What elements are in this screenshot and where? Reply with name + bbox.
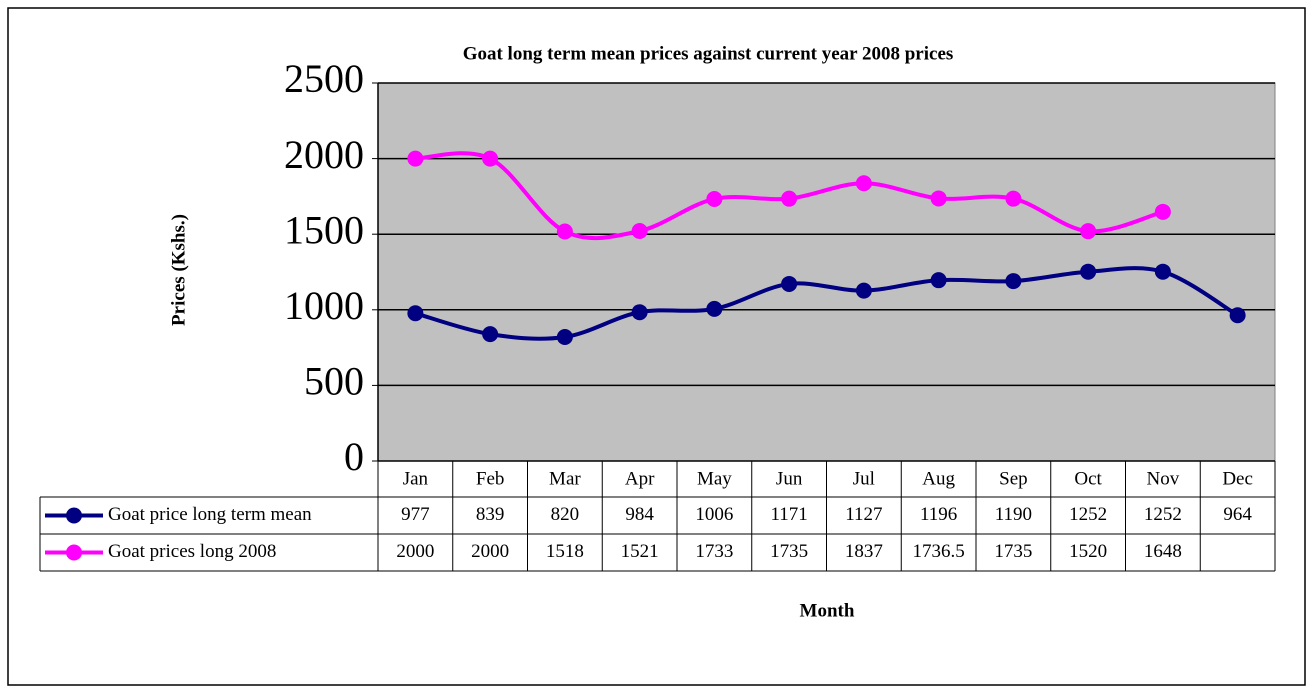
series-marker <box>706 300 723 317</box>
x-tick-label: May <box>697 468 732 489</box>
series-marker <box>1154 263 1171 280</box>
table-value: 1520 <box>1069 541 1107 562</box>
series-marker <box>781 275 798 292</box>
table-value: 1196 <box>920 504 957 525</box>
table-value: 977 <box>401 504 430 525</box>
x-tick-label: Dec <box>1222 468 1253 489</box>
series-marker <box>556 223 573 240</box>
table-value: 1127 <box>845 504 882 525</box>
plot-area <box>377 82 1276 462</box>
x-tick-label: Apr <box>625 468 655 489</box>
x-tick-label: Nov <box>1147 468 1180 489</box>
chart-title: Goat long term mean prices against curre… <box>463 43 954 64</box>
series-marker <box>1005 190 1022 207</box>
table-value: 1252 <box>1069 504 1107 525</box>
table-value: 1735 <box>770 541 808 562</box>
table-value: 1736.5 <box>913 541 965 562</box>
table-value: 1648 <box>1144 541 1182 562</box>
series-marker <box>855 282 872 299</box>
series-marker <box>631 304 648 321</box>
legend-label: Goat prices long 2008 <box>108 541 276 562</box>
series-marker <box>930 190 947 207</box>
x-tick-label: Sep <box>999 468 1028 489</box>
legend-marker <box>66 507 82 524</box>
table-value: 1518 <box>546 541 584 562</box>
x-axis-label: Month <box>800 600 855 621</box>
y-tick-label: 1000 <box>284 283 364 328</box>
y-tick-label: 1500 <box>284 207 364 252</box>
series-marker <box>1005 273 1022 290</box>
table-value: 2000 <box>396 541 434 562</box>
y-tick-label: 0 <box>344 434 364 479</box>
series-marker <box>1154 203 1171 220</box>
y-tick-label: 500 <box>304 359 364 404</box>
x-tick-label: Jun <box>776 468 803 489</box>
table-value: 1252 <box>1144 504 1182 525</box>
table-value: 839 <box>476 504 505 525</box>
table-value: 1837 <box>845 541 883 562</box>
series-marker <box>631 223 648 240</box>
y-tick-label: 2500 <box>284 56 364 101</box>
table-value: 1190 <box>995 504 1032 525</box>
x-tick-label: Jul <box>853 468 875 489</box>
series-marker <box>556 329 573 346</box>
x-tick-label: Jan <box>403 468 429 489</box>
table-value: 1006 <box>695 504 733 525</box>
series-marker <box>407 305 424 322</box>
table-value: 984 <box>625 504 654 525</box>
series-marker <box>706 190 723 207</box>
legend-marker <box>66 544 82 561</box>
x-tick-label: Mar <box>549 468 581 489</box>
y-axis-label: Prices (Kshs.) <box>168 214 189 326</box>
table-value: 1733 <box>695 541 733 562</box>
x-tick-label: Feb <box>476 468 505 489</box>
table-value: 1171 <box>770 504 807 525</box>
series-marker <box>482 326 499 343</box>
series-marker <box>482 150 499 167</box>
table-value: 2000 <box>471 541 509 562</box>
table-value: 820 <box>551 504 580 525</box>
legend-label: Goat price long term mean <box>108 504 312 525</box>
series-marker <box>781 190 798 207</box>
x-tick-label: Aug <box>922 468 955 489</box>
series-marker <box>1080 263 1097 280</box>
series-marker <box>1229 307 1246 324</box>
series-marker <box>930 272 947 289</box>
series-marker <box>855 175 872 192</box>
series-marker <box>407 150 424 167</box>
table-value: 1735 <box>994 541 1032 562</box>
y-tick-label: 2000 <box>284 132 364 177</box>
series-marker <box>1080 223 1097 240</box>
table-value: 1521 <box>621 541 659 562</box>
x-tick-label: Oct <box>1074 468 1102 489</box>
table-value: 964 <box>1223 504 1252 525</box>
